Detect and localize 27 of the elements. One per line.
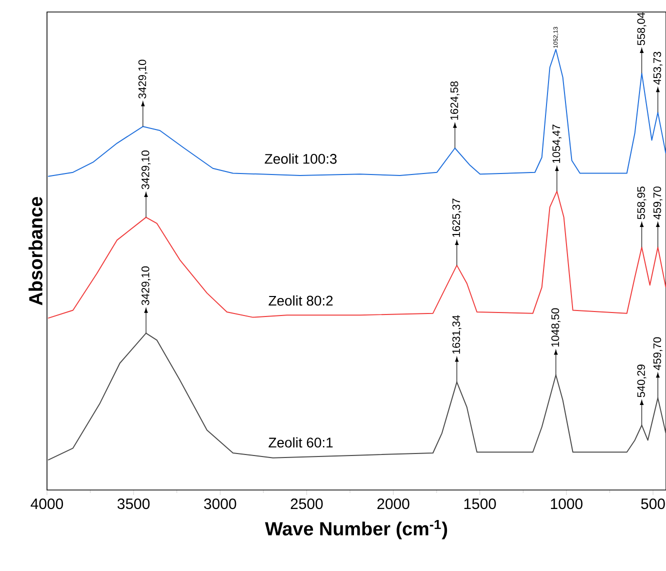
x-tick-label: 1500	[464, 498, 496, 510]
x-tick-label: 4000	[30, 498, 64, 510]
x-tick-label: 1000	[550, 498, 582, 510]
x-tick-label: 3000	[204, 498, 236, 510]
annotation: 1054,47	[552, 124, 562, 163]
annotation: 558,04	[637, 12, 646, 46]
annotation: 1625,37	[452, 198, 462, 237]
x-tick-label: 3500	[118, 498, 150, 510]
y-axis-title: Absorbance	[28, 196, 42, 306]
x-tick-label: 2000	[377, 498, 410, 510]
annotation: 3429,10	[138, 60, 148, 99]
x-tick-label: 2500	[290, 498, 323, 510]
annotation: 558,95	[637, 186, 646, 220]
series-label: Zeolit 80:2	[268, 295, 333, 306]
series-label: Zeolit 60:1	[268, 437, 333, 448]
annotation: 1048,50	[551, 308, 560, 347]
x-axis-title: Wave Number (cm$^{-1}$)	[264, 520, 448, 540]
annotation: 1631,34	[452, 315, 462, 354]
annotation: 3429,10	[142, 150, 151, 190]
annotation: 3429,10	[142, 266, 151, 306]
annotation: 459,70	[653, 186, 662, 220]
annotation: 1624,58	[450, 81, 460, 120]
annotation: 453,73	[653, 52, 662, 85]
series-label: Zeolit 100:3	[264, 154, 337, 164]
annotation: 459,70	[653, 337, 662, 370]
x-tick-label: 500	[641, 498, 665, 510]
annotation: 540,29	[637, 364, 646, 398]
